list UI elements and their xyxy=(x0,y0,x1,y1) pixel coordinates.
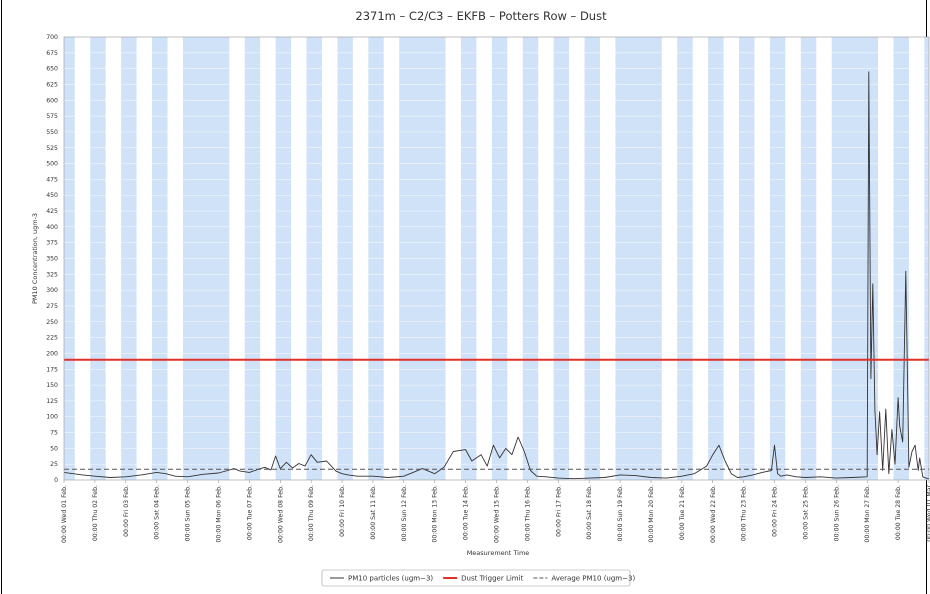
y-tick-label: 325 xyxy=(46,271,58,278)
legend-box xyxy=(321,569,631,587)
x-tick-label: 00:00 Tue 28 Feb. xyxy=(895,485,902,540)
y-tick-label: 500 xyxy=(46,161,58,168)
x-tick-label: 00:00 Thu 02 Feb. xyxy=(92,485,99,541)
x-tick-label: 00:00 Sun 26 Feb. xyxy=(833,485,840,541)
x-axis-label: Measurement Time xyxy=(467,549,530,557)
x-tick-label: 00:00 Mon 06 Feb. xyxy=(215,485,222,543)
x-tick-label: 00:00 Wed 01 Feb. xyxy=(61,485,68,543)
series-line xyxy=(63,71,930,480)
x-tick-label: 00:00 Thu 16 Feb. xyxy=(524,485,531,541)
x-tick-label: 00:00 Tue 21 Feb. xyxy=(679,485,686,540)
x-tick-label: 00:00 Sat 04 Feb. xyxy=(154,485,161,540)
left-border-line xyxy=(1,0,2,594)
x-tick-label: 00:00 Fri 24 Feb. xyxy=(772,485,779,537)
y-tick-label: 75 xyxy=(50,430,58,437)
y-tick-label: 550 xyxy=(46,129,58,136)
y-tick-label: 175 xyxy=(46,366,58,373)
y-tick-label: 200 xyxy=(46,350,58,357)
x-tick-label: 00:00 Mon 13 Feb. xyxy=(432,485,439,543)
y-tick-label: 275 xyxy=(46,303,58,310)
y-tick-label: 575 xyxy=(46,113,58,120)
x-tick-label: 00:00 Tue 14 Feb. xyxy=(463,485,470,540)
y-tick-label: 50 xyxy=(50,445,58,452)
x-tick-label: 00:00 Sat 11 Feb. xyxy=(370,485,377,540)
gridlines xyxy=(64,52,929,465)
x-tick-label: 00:00 Sat 18 Feb. xyxy=(586,485,593,540)
x-tick-label: 00:00 Thu 23 Feb. xyxy=(741,485,748,541)
y-tick-label: 475 xyxy=(46,176,58,183)
y-tick-label: 525 xyxy=(46,145,58,152)
legend: PM10 particles (ugm−3) Dust Trigger Limit… xyxy=(321,569,635,587)
y-axis-label: PM10 Concentration, ugm-3 xyxy=(31,213,39,304)
y-tick-label: 100 xyxy=(46,414,58,421)
y-tick-label: 700 xyxy=(46,34,58,41)
legend-label: Dust Trigger Limit xyxy=(461,575,523,583)
x-tick-label: 00:00 Sat 25 Feb. xyxy=(802,485,809,540)
series-layer xyxy=(63,71,930,480)
y-tick-label: 450 xyxy=(46,192,58,199)
plot-frame xyxy=(63,36,930,481)
y-tick-label: 0 xyxy=(54,477,58,484)
x-tick-label: 00:00 Sun 05 Feb. xyxy=(185,485,192,541)
y-tick-label: 600 xyxy=(46,97,58,104)
y-tick-label: 150 xyxy=(46,382,58,389)
x-tick-label: 00:00 Wed 08 Feb. xyxy=(277,485,284,543)
y-tick-label: 25 xyxy=(50,461,58,468)
y-tick-label: 225 xyxy=(46,335,58,342)
x-tick-label: 00:00 Mon 20 Feb. xyxy=(648,485,655,543)
y-tick-label: 250 xyxy=(46,319,58,326)
x-tick-label: 00:00 Wed 15 Feb. xyxy=(494,485,501,543)
y-tick-label: 650 xyxy=(46,66,58,73)
chart-title: 2371m – C2/C3 – EKFB – Potters Row – Dus… xyxy=(355,9,607,23)
x-tick-labels: 00:00 Wed 01 Feb. 00:00 Thu 02 Feb. 00:00 … xyxy=(61,480,930,543)
y-tick-label: 300 xyxy=(46,287,58,294)
x-tick-label: 00:00 Wed 01 Mar xyxy=(926,485,930,542)
y-tick-label: 400 xyxy=(46,224,58,231)
x-tick-label: 00:00 Fri 03 Feb. xyxy=(123,485,130,537)
legend-label: PM10 particles (ugm−3) xyxy=(348,575,433,583)
y-tick-label: 125 xyxy=(46,398,58,405)
x-tick-label: 00:00 Sun 19 Feb. xyxy=(617,485,624,541)
x-tick-label: 00:00 Sun 12 Feb. xyxy=(401,485,408,541)
x-tick-label: 00:00 Mon 27 Feb. xyxy=(864,485,871,543)
x-tick-label: 00:00 Wed 22 Feb. xyxy=(710,485,717,543)
legend-label: Average PM10 (ugm−3) xyxy=(551,575,635,583)
x-tick-label: 00:00 Fri 17 Feb. xyxy=(555,485,562,537)
y-tick-label: 425 xyxy=(46,208,58,215)
y-tick-label: 375 xyxy=(46,240,58,247)
y-tick-label: 350 xyxy=(46,256,58,263)
y-tick-label: 625 xyxy=(46,81,58,88)
x-tick-label: 00:00 Fri 10 Feb. xyxy=(339,485,346,537)
x-tick-label: 00:00 Thu 09 Feb. xyxy=(308,485,315,541)
y-tick-labels: 0 25 50 75 100 125 150 175 200 225 250 275 300 325 350… xyxy=(46,34,58,484)
y-tick-label: 675 xyxy=(46,50,58,57)
x-tick-label: 00:00 Tue 07 Feb. xyxy=(246,485,253,540)
